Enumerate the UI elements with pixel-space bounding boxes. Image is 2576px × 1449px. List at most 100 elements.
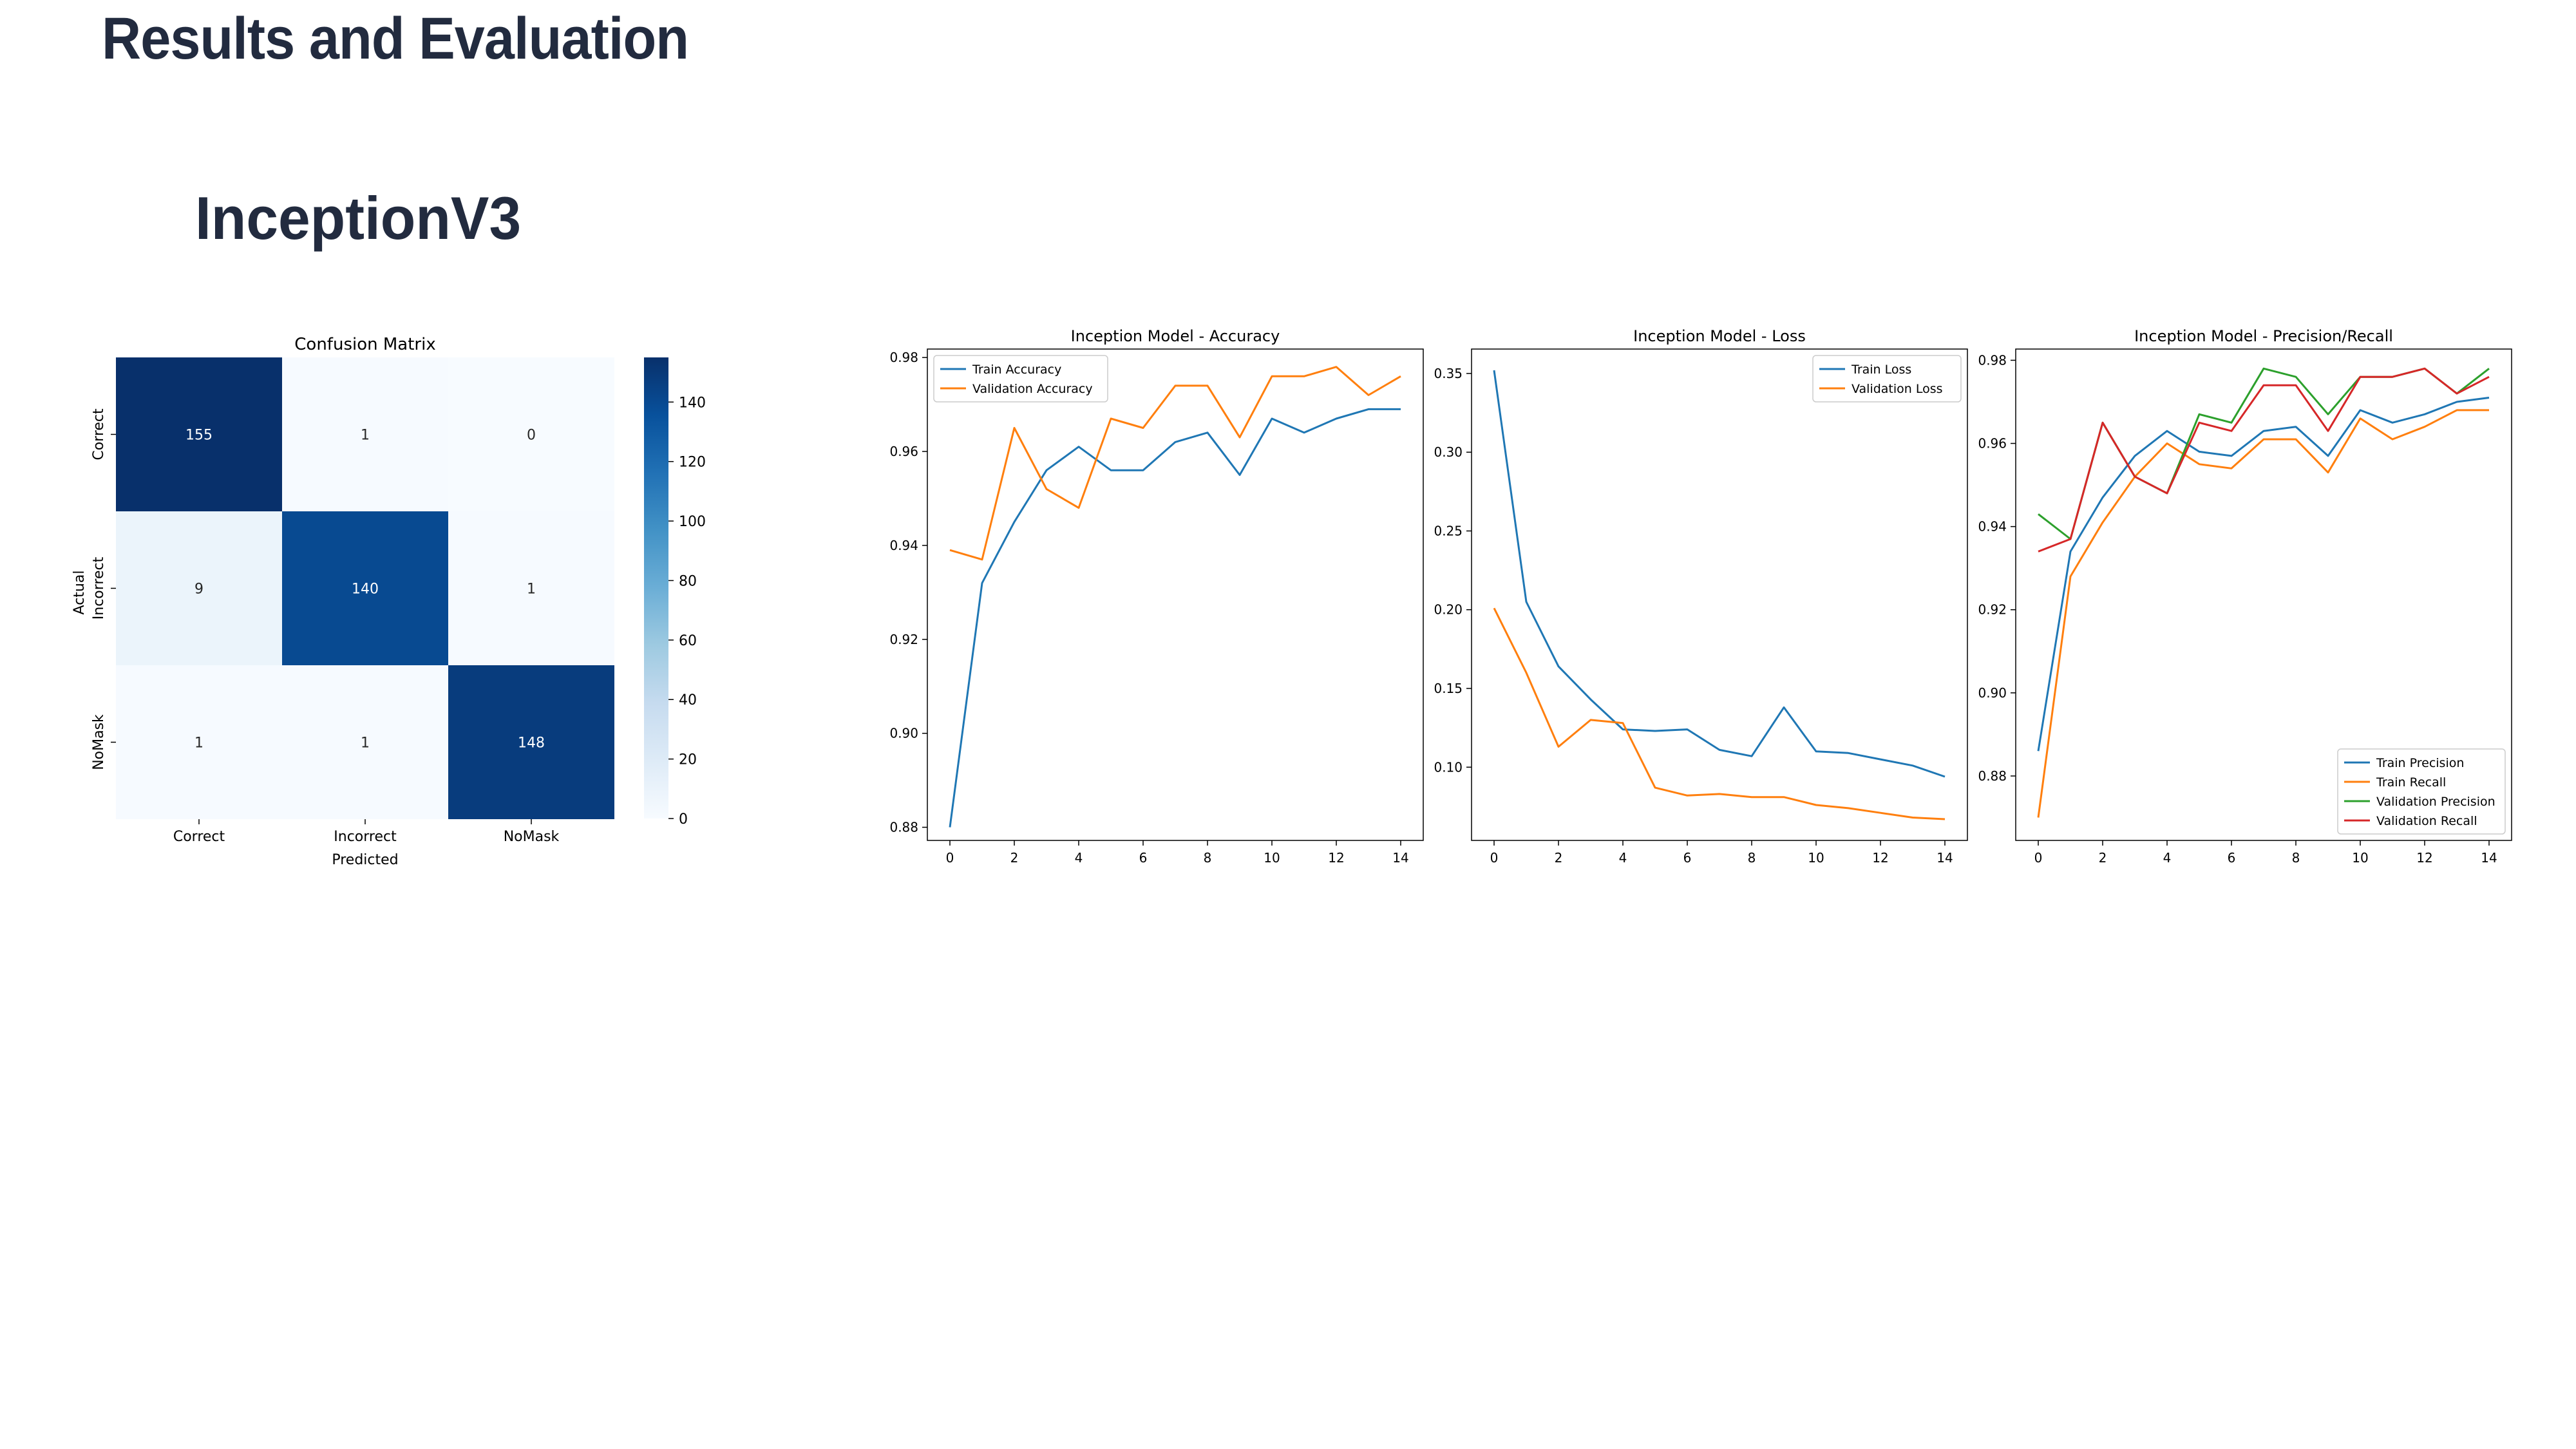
precision-recall-chart: Inception Model - Precision/Recall 0 2 4 6 8 1…	[1978, 327, 2512, 866]
y-tick-label: 0.90	[889, 726, 918, 741]
cm-cell-value: 9	[194, 582, 204, 598]
series-line	[2038, 367, 2490, 553]
cm-cell-value: 155	[185, 428, 213, 444]
y-tick-label: 0.25	[1434, 523, 1463, 538]
cm-cell	[448, 665, 614, 819]
x-tick-label: 0	[946, 850, 954, 866]
x-tick-label: 4	[1619, 850, 1627, 866]
cm-cell	[282, 511, 448, 665]
x-tick-label: 8	[1204, 850, 1212, 866]
y-tick-label: 0.96	[1978, 436, 2007, 451]
y-tick-label: 0.98	[889, 350, 918, 365]
legend: Train Precision Train Recall Validation Pr…	[2337, 748, 2506, 835]
cm-cell	[116, 665, 282, 819]
cm-ylabel: Actual	[71, 571, 88, 615]
x-tick-label: 2	[1555, 850, 1563, 866]
x-tick-label: 4	[1075, 850, 1083, 866]
cm-cell	[116, 511, 282, 665]
cm-cell	[282, 357, 448, 511]
cm-colorbar	[644, 357, 668, 819]
cm-cell	[282, 665, 448, 819]
cm-cell	[448, 511, 614, 665]
cm-cell-value: 148	[518, 735, 545, 752]
legend-box	[1812, 355, 1962, 402]
legend-box	[2337, 748, 2506, 835]
y-tick-label: 0.90	[1978, 685, 2007, 701]
x-tick-label: 6	[1139, 850, 1148, 866]
legend: Train Loss Validation Loss	[1812, 355, 1962, 402]
y-tick-label: 0.10	[1434, 759, 1463, 775]
y-tick-label: 0.30	[1434, 444, 1463, 460]
line-chart-title: Inception Model - Accuracy	[1071, 327, 1280, 345]
colorbar-tick-label: 140	[679, 395, 706, 411]
legend-label: Validation Recall	[2376, 814, 2477, 828]
y-tick-label: 0.88	[889, 820, 918, 835]
series-line	[2037, 409, 2489, 818]
x-tick-label: 10	[1264, 850, 1280, 866]
plot-frame	[2015, 348, 2512, 841]
cm-cell	[116, 357, 282, 511]
x-tick-label: 8	[1748, 850, 1756, 866]
x-tick-label: 14	[1392, 850, 1408, 866]
x-tick-label: 0	[1490, 850, 1499, 866]
cm-xtick-label: Incorrect	[334, 829, 397, 845]
x-tick-label: 8	[2292, 850, 2300, 866]
y-tick-label: 0.88	[1978, 768, 2007, 784]
x-tick-label: 14	[2481, 850, 2497, 866]
confusion-matrix-chart: Confusion Matrix 155 1 09 140 11 1 148 Actual …	[71, 335, 706, 868]
y-tick-label: 0.15	[1434, 681, 1463, 696]
colorbar-tick-label: 40	[679, 692, 697, 708]
y-tick-label: 0.96	[889, 444, 918, 459]
y-tick-label: 0.20	[1434, 602, 1463, 618]
legend-label: Train Loss	[1851, 363, 1911, 377]
plot-frame	[1471, 348, 1968, 841]
x-tick-label: 2	[1010, 850, 1019, 866]
series-line	[2038, 367, 2490, 540]
series-line	[949, 366, 1401, 561]
line-chart-title: Inception Model - Precision/Recall	[2134, 327, 2393, 345]
y-tick-label: 0.92	[889, 632, 918, 647]
y-tick-label: 0.35	[1434, 366, 1463, 381]
cm-xtick-label: NoMask	[504, 829, 560, 845]
x-tick-label: 12	[2416, 850, 2432, 866]
legend: Train Accuracy Validation Accuracy	[933, 355, 1108, 402]
legend-label: Validation Loss	[1852, 382, 1943, 396]
accuracy-chart: Inception Model - Accuracy 0 2 4 6 8 10 12 14 0.8…	[889, 327, 1424, 866]
colorbar-tick-label: 80	[679, 573, 697, 589]
cm-xtick-label: Correct	[173, 829, 225, 845]
x-tick-label: 10	[1808, 850, 1824, 866]
colorbar-tick-label: 0	[679, 811, 688, 828]
cm-cell-value: 1	[361, 428, 370, 444]
legend-label: Validation Accuracy	[972, 382, 1093, 396]
x-tick-label: 6	[1683, 850, 1692, 866]
cm-cell-value: 1	[361, 735, 370, 752]
colorbar-tick-label: 100	[679, 514, 706, 530]
series-line	[949, 408, 1401, 828]
loss-chart: Inception Model - Loss 0 2 4 6 8 10 12 14 0.10 0.1…	[1434, 327, 1968, 866]
legend-label: Train Recall	[2376, 775, 2446, 790]
cm-ytick-label: Correct	[91, 408, 107, 460]
cm-xlabel: Predicted	[332, 852, 398, 868]
x-tick-label: 0	[2034, 850, 2043, 866]
x-tick-label: 2	[2099, 850, 2107, 866]
x-tick-label: 10	[2352, 850, 2368, 866]
cm-cell-value: 0	[527, 428, 536, 444]
x-tick-label: 6	[2228, 850, 2236, 866]
series-line	[2037, 397, 2490, 752]
legend-label: Train Accuracy	[972, 363, 1061, 377]
series-line	[1493, 607, 1946, 820]
x-tick-label: 12	[1328, 850, 1344, 866]
series-line	[1493, 370, 1946, 778]
colorbar-tick-label: 20	[679, 752, 697, 768]
cm-cell-value: 140	[352, 582, 379, 598]
y-tick-label: 0.92	[1978, 602, 2007, 618]
line-chart-title: Inception Model - Loss	[1633, 327, 1806, 345]
colorbar-tick-label: 60	[679, 633, 697, 649]
legend-box	[933, 355, 1108, 402]
cm-cell-value: 1	[194, 735, 204, 752]
x-tick-label: 12	[1872, 850, 1888, 866]
cm-cell	[448, 357, 614, 511]
slide-title: Results and Evaluation	[102, 6, 689, 71]
plot-frame	[927, 348, 1424, 841]
cm-cell-value: 1	[527, 582, 536, 598]
